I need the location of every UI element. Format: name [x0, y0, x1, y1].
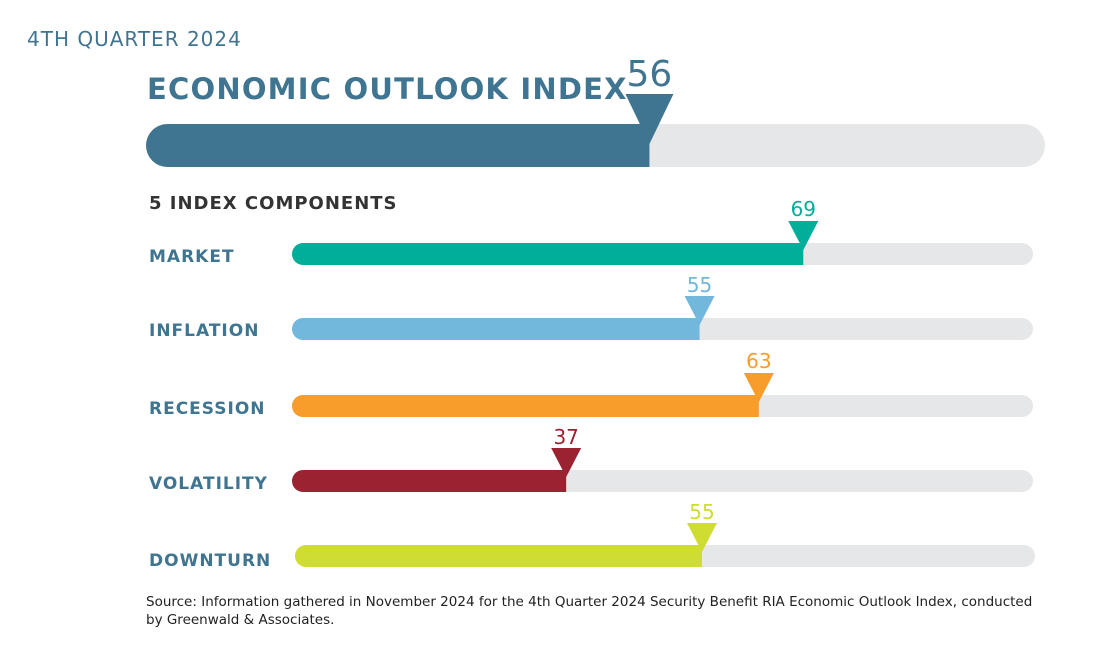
source-note: Source: Information gathered in November…: [146, 594, 1033, 628]
component-label-downturn: DOWNTURN: [149, 551, 271, 571]
component-value-recession: 63: [746, 349, 771, 373]
component-bar-downturn: [295, 545, 702, 567]
component-bar-volatility: [292, 470, 567, 492]
component-label-recession: RECESSION: [149, 399, 266, 419]
component-bar-inflation: [292, 318, 700, 340]
component-bar-recession: [292, 395, 759, 417]
quarter-label: 4TH QUARTER 2024: [27, 27, 242, 51]
component-marker-market: [788, 221, 819, 250]
chart-title: ECONOMIC OUTLOOK INDEX: [147, 72, 628, 106]
component-label-market: MARKET: [149, 247, 235, 267]
component-bar-market: [292, 243, 804, 265]
main-bar-fill: [146, 124, 650, 167]
component-value-volatility: 37: [553, 425, 578, 449]
main-value-label: 56: [627, 54, 673, 95]
component-label-volatility: VOLATILITY: [149, 474, 268, 494]
component-label-inflation: INFLATION: [149, 321, 259, 341]
component-marker-recession: [743, 373, 774, 402]
main-value-marker: [625, 94, 674, 144]
component-marker-volatility: [551, 448, 582, 477]
component-marker-inflation: [684, 296, 715, 325]
component-value-downturn: 55: [689, 500, 714, 524]
component-marker-downturn: [687, 523, 717, 552]
components-title: 5 INDEX COMPONENTS: [149, 193, 398, 214]
component-value-inflation: 55: [687, 273, 712, 297]
component-value-market: 69: [791, 197, 816, 221]
